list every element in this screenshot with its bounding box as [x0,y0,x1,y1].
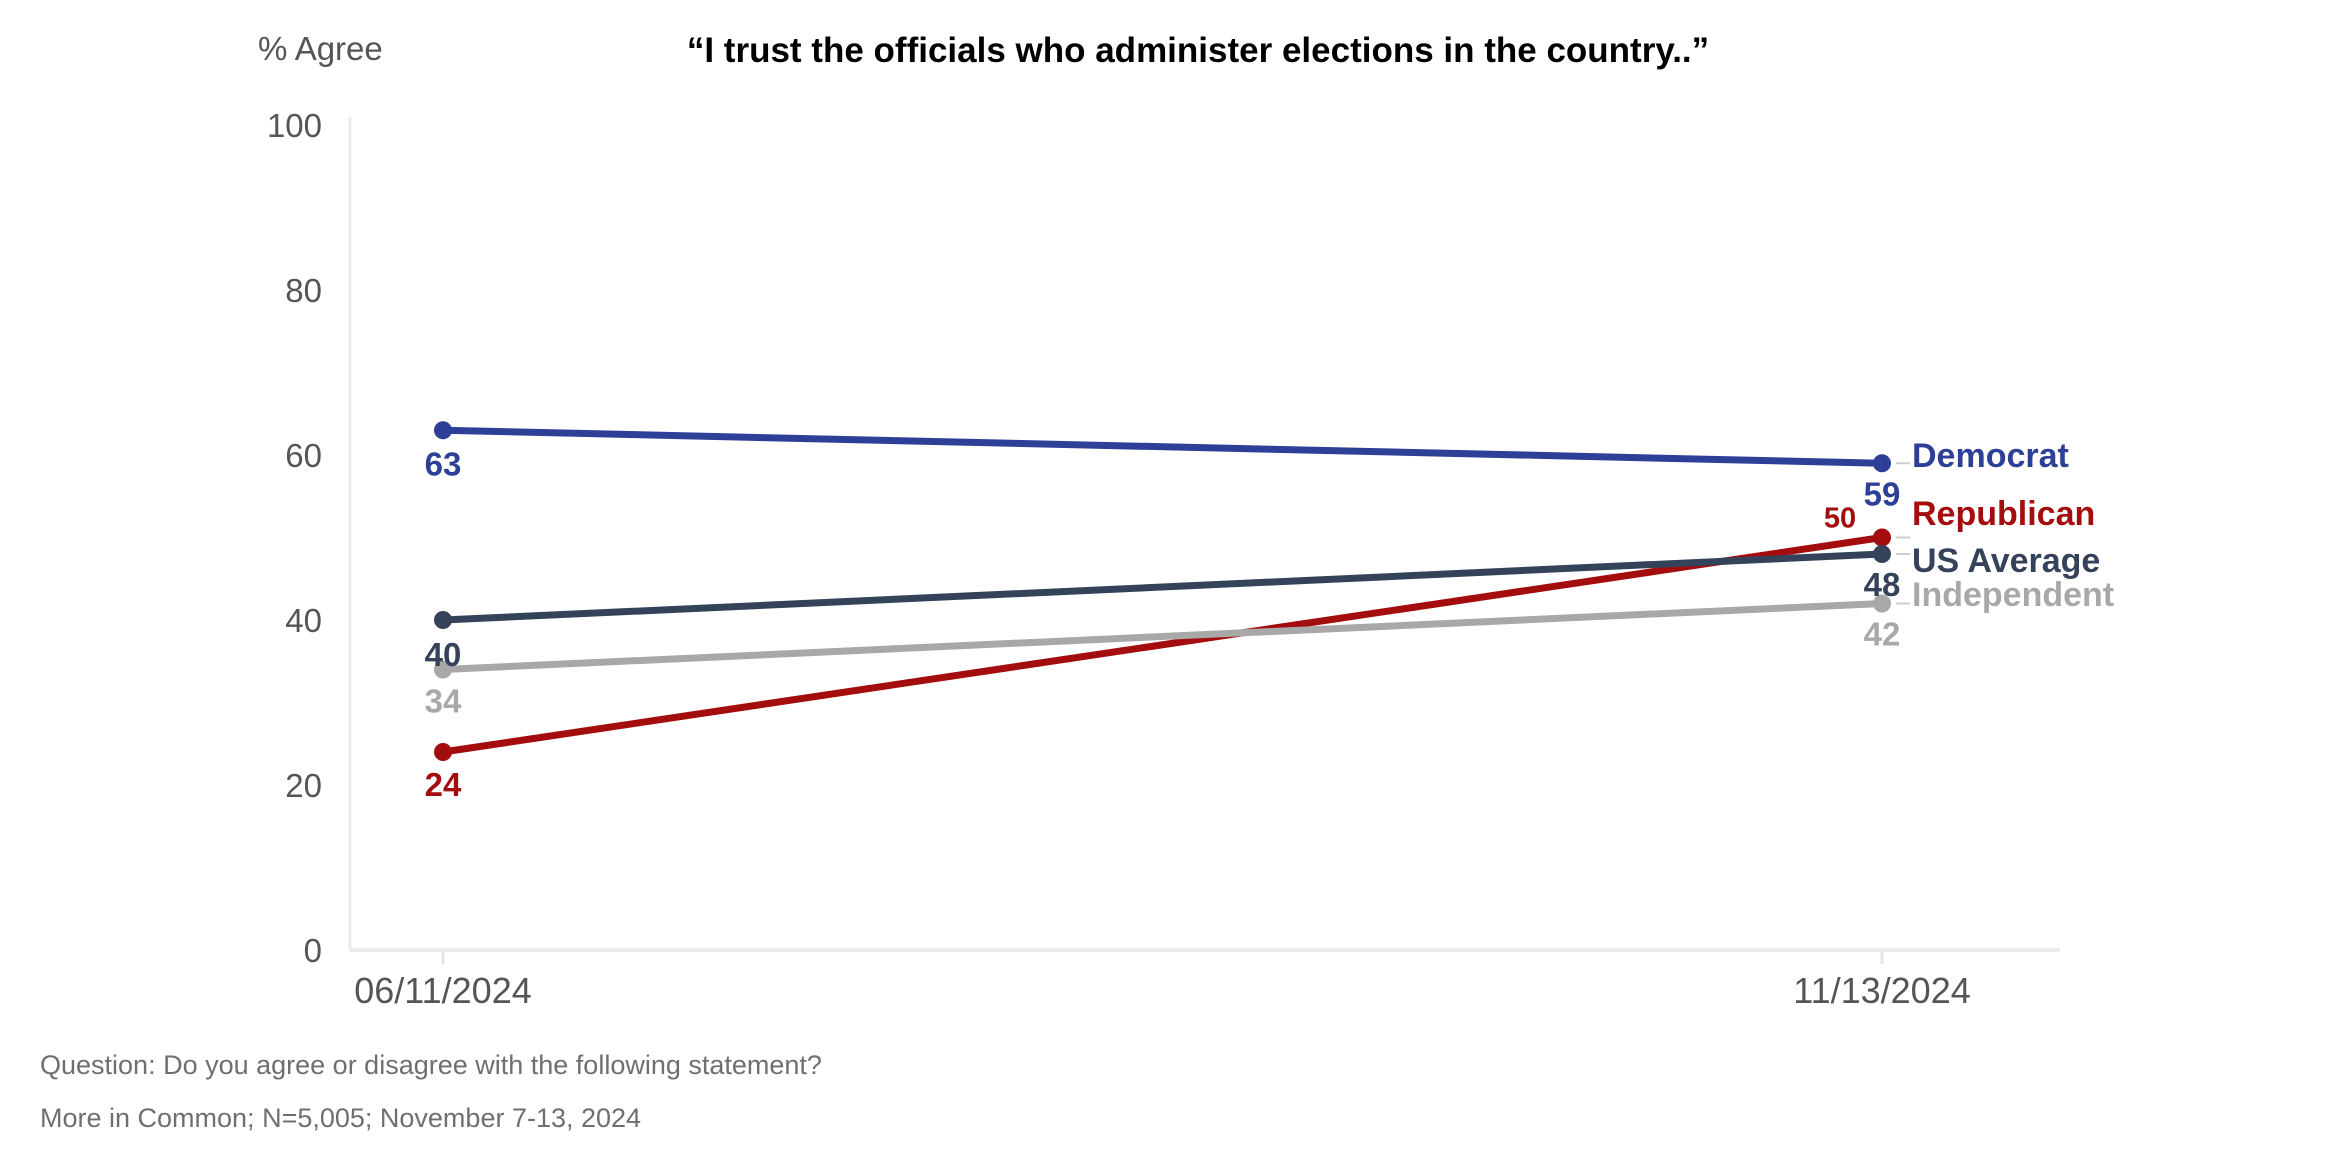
data-point-democrat [1873,454,1891,473]
series-name-democrat: Democrat [1912,437,2069,475]
data-point-republican [434,743,452,761]
data-label-us-average: 40 [425,636,462,673]
series-lines [434,421,1891,761]
y-tick-label: 60 [285,437,322,474]
footnote-source: More in Common; N=5,005; November 7-13, … [40,1103,642,1133]
data-point-democrat [434,421,452,440]
y-tick-label: 100 [267,107,322,144]
data-label-independent: 34 [425,683,462,720]
data-label-republican: 50 [1824,503,1856,535]
series-line-democrat [439,426,1886,467]
x-tick-label: 06/11/2024 [354,970,532,1011]
axes: 0 20 40 60 80 100 06/11/2024 11/13/2024 [267,107,2060,1011]
data-label-us-average: 48 [1864,566,1901,603]
series-name-republican: Republican [1912,495,2095,533]
series-line-republican [439,534,1886,756]
series-name-us-average: US Average [1912,542,2100,580]
chart-title: “I trust the officials who administer el… [687,31,1709,70]
y-tick-label: 80 [285,272,322,309]
y-tick-label: 0 [304,932,322,969]
series-line-independent [439,600,1886,673]
data-point-republican [1873,528,1891,547]
y-axis-label: % Agree [258,30,383,67]
data-point-independent [434,660,452,679]
data-label-democrat: 63 [425,445,462,482]
footnote-question: Question: Do you agree or disagree with … [40,1050,822,1080]
data-label-republican: 24 [425,766,462,803]
data-point-us-average [434,611,452,629]
line-chart: “I trust the officials who administer el… [258,30,2114,1011]
series-line-us-average [439,550,1886,624]
x-tick-label: 11/13/2024 [1793,970,1971,1011]
data-point-us-average [1873,545,1891,563]
data-label-independent: 42 [1864,616,1901,653]
data-point-independent [1873,594,1891,613]
data-label-democrat: 59 [1864,475,1901,512]
y-tick-label: 20 [285,767,322,804]
y-tick-label: 40 [285,602,322,639]
series-name-independent: Independent [1912,576,2114,614]
data-labels: 63 59 Democrat 24 50 Republican 40 48 US Average… [425,437,2114,803]
